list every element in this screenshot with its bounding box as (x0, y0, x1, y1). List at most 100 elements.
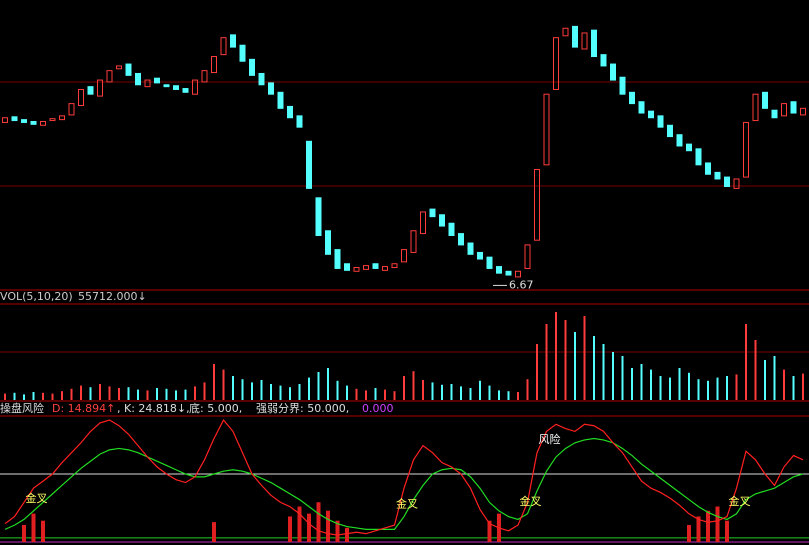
volume-bar (726, 376, 728, 400)
candle (743, 121, 749, 178)
candle (515, 270, 521, 278)
candle (619, 76, 626, 95)
ind-divide: 强弱分界: 50.000, (256, 402, 349, 415)
volume-bar (802, 373, 804, 400)
candle (733, 178, 740, 189)
signal-bar (31, 513, 36, 542)
candle (467, 242, 474, 255)
volume-bar (707, 380, 709, 400)
signal-bar (297, 506, 302, 542)
volume-bar (222, 369, 225, 400)
candle (752, 93, 759, 122)
candle (249, 58, 255, 76)
volume-bar (469, 388, 472, 400)
signal-bar (307, 513, 311, 542)
signal-bar (288, 516, 292, 542)
volume-bar (669, 377, 671, 400)
candle (610, 63, 616, 81)
candle (790, 101, 797, 114)
volume-bar (89, 387, 92, 400)
annotation: 风险 (539, 432, 561, 446)
volume-bar (317, 372, 320, 400)
signal-bar (326, 510, 330, 542)
ind-bottom: 底: 5.000, (189, 401, 242, 415)
candle (116, 65, 122, 70)
candle (220, 37, 227, 56)
volume-bar (441, 384, 443, 400)
candle (410, 230, 417, 253)
volume-bar (298, 384, 301, 400)
candle (771, 109, 778, 119)
volume-bar (602, 344, 605, 400)
candle (363, 265, 369, 270)
volume-bar (118, 388, 120, 400)
volume-bar (507, 391, 510, 400)
volume-bar (270, 384, 272, 400)
volume-bar (13, 392, 16, 400)
signal-bar (715, 506, 720, 542)
candle (239, 44, 246, 62)
candle (629, 91, 635, 105)
volume-bar (555, 312, 557, 400)
signal-bar (487, 520, 492, 542)
volume-bar (517, 392, 519, 400)
volume-bar (631, 368, 633, 400)
volume-bar (156, 388, 158, 400)
annotation: 金叉 (26, 491, 48, 505)
volume-bar (308, 377, 310, 400)
volume-bar (184, 389, 187, 400)
volume-bar (251, 382, 253, 400)
volume-bar (42, 392, 44, 400)
volume-bar (488, 385, 491, 400)
candle (591, 29, 597, 58)
annotation: 金叉 (396, 497, 418, 511)
vol-header: VOL(5,10,20) (0, 290, 73, 303)
signal-bar (212, 522, 216, 542)
candle (781, 103, 787, 117)
candle (268, 82, 274, 95)
candle (572, 25, 578, 48)
candle (21, 119, 27, 123)
candle (87, 86, 94, 95)
signal-bar (335, 520, 340, 542)
volume-bar (764, 360, 766, 400)
candle (638, 101, 645, 114)
volume-bar (431, 382, 434, 400)
candle (49, 118, 56, 122)
volume-bar (773, 356, 776, 400)
volume-bar (32, 392, 35, 400)
candle (59, 115, 65, 121)
candle (163, 84, 170, 88)
volume-bar (70, 388, 73, 400)
candle (477, 251, 483, 260)
volume-bar (621, 356, 624, 400)
candle (201, 70, 208, 83)
candle (315, 197, 322, 236)
candle (724, 176, 730, 188)
candle (448, 222, 455, 236)
candle (686, 143, 692, 152)
volume-bar (241, 379, 244, 400)
volume-bar (564, 320, 567, 400)
volume-bar (783, 369, 785, 400)
volume-bar (792, 376, 795, 400)
candle (401, 249, 407, 263)
volume-bar (127, 387, 130, 400)
line-D (4, 418, 804, 536)
volume-bar (422, 380, 424, 400)
signal-bar (687, 524, 691, 542)
volume-bar (678, 368, 681, 400)
volume-bar (593, 336, 595, 400)
volume-bar (61, 391, 63, 400)
candle (230, 34, 236, 48)
signal-bar (41, 520, 45, 542)
ind-name: 操盘风险 (0, 401, 44, 415)
volume-bar (80, 385, 82, 400)
signal-bar (706, 510, 710, 542)
volume-bar (526, 379, 529, 400)
candle (258, 72, 265, 86)
candle (524, 244, 531, 269)
candle (543, 93, 550, 166)
